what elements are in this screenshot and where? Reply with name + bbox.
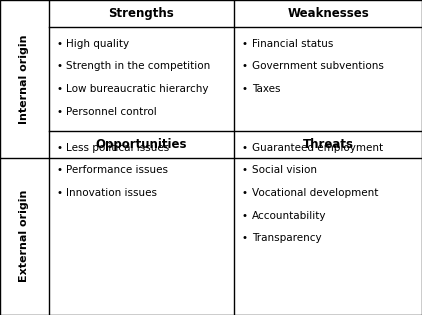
Text: Social vision: Social vision [252, 165, 317, 175]
Text: Transparency: Transparency [252, 233, 322, 243]
Text: •: • [242, 143, 248, 153]
Text: Innovation issues: Innovation issues [66, 188, 157, 198]
Text: Low bureaucratic hierarchy: Low bureaucratic hierarchy [66, 84, 209, 94]
Text: •: • [242, 61, 248, 72]
Text: Guaranteed employment: Guaranteed employment [252, 143, 383, 153]
Text: •: • [56, 188, 62, 198]
Text: •: • [56, 107, 62, 117]
Text: Personnel control: Personnel control [66, 107, 157, 117]
Text: •: • [56, 165, 62, 175]
Text: Internal origin: Internal origin [19, 34, 29, 123]
Text: High quality: High quality [66, 39, 130, 49]
Text: •: • [242, 39, 248, 49]
Text: •: • [56, 61, 62, 72]
Text: Government subventions: Government subventions [252, 61, 384, 72]
Text: Accountability: Accountability [252, 211, 327, 221]
Text: Taxes: Taxes [252, 84, 281, 94]
Text: •: • [56, 39, 62, 49]
Text: •: • [242, 233, 248, 243]
Text: •: • [56, 84, 62, 94]
Text: •: • [242, 211, 248, 221]
Text: •: • [242, 188, 248, 198]
Text: Performance issues: Performance issues [66, 165, 168, 175]
Text: Less political issues: Less political issues [66, 143, 170, 153]
Text: Strengths: Strengths [108, 7, 174, 20]
Text: Vocational development: Vocational development [252, 188, 378, 198]
Text: Threats: Threats [303, 138, 354, 151]
Text: External origin: External origin [19, 190, 29, 283]
Text: Opportunities: Opportunities [96, 138, 187, 151]
Text: •: • [242, 84, 248, 94]
Text: Weaknesses: Weaknesses [287, 7, 369, 20]
Text: Financial status: Financial status [252, 39, 333, 49]
Text: •: • [242, 165, 248, 175]
Text: •: • [56, 143, 62, 153]
Text: Strength in the competition: Strength in the competition [66, 61, 211, 72]
